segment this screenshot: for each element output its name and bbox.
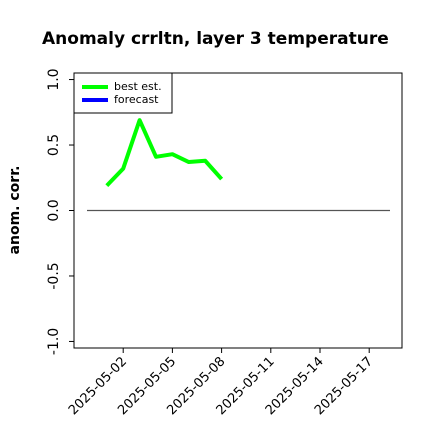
y-tick-label: -1.0 <box>46 328 62 355</box>
legend-label: forecast <box>114 93 159 106</box>
chart-title: Anomaly crrltn, layer 3 temperature <box>42 29 389 49</box>
legend-box <box>73 72 173 114</box>
y-tick-label: 1.0 <box>46 68 62 90</box>
legend-label: best est. <box>114 80 162 93</box>
y-tick-label: 0.0 <box>46 199 62 221</box>
y-tick-label: -0.5 <box>46 262 62 289</box>
y-tick-label: 0.5 <box>46 134 62 156</box>
y-axis-label: anom. corr. <box>7 166 23 255</box>
series-line <box>105 118 224 188</box>
